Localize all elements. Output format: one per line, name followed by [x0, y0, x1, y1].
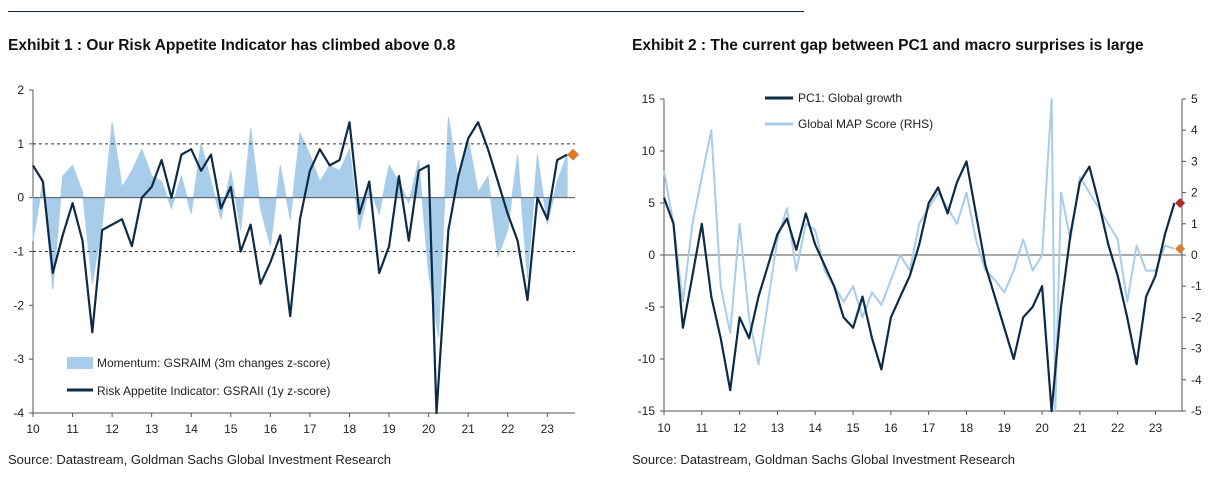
exhibit2-x-tick-label: 18 [960, 421, 974, 435]
exhibit2-right-tick-label: 0 [1191, 248, 1198, 262]
exhibit1-x-tick-label: 11 [66, 422, 79, 436]
exhibit1-x-tick-label: 18 [343, 422, 357, 436]
exhibit2-x-tick-label: 14 [809, 421, 823, 435]
exhibit1-risk-appetite-line [32, 121, 568, 415]
exhibit2-map-score-line [663, 98, 1175, 412]
exhibit1-end-marker [567, 148, 580, 161]
exhibit1-legend-swatch-momentum [67, 357, 93, 369]
exhibit2-end-marker-right [1175, 243, 1186, 254]
exhibit1-y-tick-label: 0 [17, 191, 24, 205]
exhibit2-left-tick-label: 5 [648, 196, 655, 210]
exhibit2-x-tick-label: 15 [846, 421, 860, 435]
exhibit1-source: Source: Datastream, Goldman Sachs Global… [8, 452, 391, 467]
exhibit2-pc1-line [662, 160, 1176, 413]
exhibit2-x-tick-label: 20 [1035, 421, 1049, 435]
exhibit2-right-tick-label: 5 [1191, 92, 1198, 106]
exhibit1-y-tick-label: 2 [17, 83, 24, 97]
exhibit1-y-tick-label: -2 [13, 298, 24, 312]
top-rule [8, 11, 804, 12]
exhibit1-x-tick-label: 22 [501, 422, 515, 436]
exhibit2-right-tick-label: 2 [1191, 186, 1198, 200]
exhibit2-right-tick-label: -4 [1191, 373, 1202, 387]
exhibit2-right-tick-label: -2 [1191, 310, 1202, 324]
exhibit1-x-tick-label: 14 [185, 422, 199, 436]
exhibit2-source: Source: Datastream, Goldman Sachs Global… [632, 452, 1015, 467]
exhibit2-x-tick-label: 11 [696, 421, 709, 435]
exhibit2-x-tick-label: 19 [998, 421, 1012, 435]
exhibit1-y-tick-label: -1 [13, 245, 24, 259]
exhibit2-legend-pc1: PC1: Global growth [798, 91, 902, 105]
exhibit2-right-tick-label: -3 [1191, 342, 1202, 356]
exhibit1-x-tick-label: 17 [303, 422, 317, 436]
exhibit1-x-tick-label: 19 [382, 422, 396, 436]
exhibit2-left-tick-label: 10 [642, 144, 656, 158]
exhibit1-x-tick-label: 13 [145, 422, 159, 436]
exhibit1-x-tick-label: 23 [541, 422, 555, 436]
exhibit2-left-tick-label: 0 [648, 248, 655, 262]
exhibit2-end-marker-left [1175, 198, 1186, 208]
exhibit2-x-tick-label: 23 [1149, 421, 1163, 435]
exhibit2-right-tick-label: 4 [1191, 123, 1198, 137]
exhibit2-right-tick-label: -5 [1191, 404, 1202, 418]
exhibit1-x-tick-label: 12 [105, 422, 119, 436]
exhibit2-x-tick-label: 21 [1073, 421, 1087, 435]
exhibit2-left-tick-label: -15 [638, 404, 656, 418]
exhibit1-legend-momentum: Momentum: GSRAIM (3m changes z-score) [97, 356, 330, 370]
exhibit2-left-tick-label: -5 [644, 300, 655, 314]
exhibit1-x-tick-label: 10 [26, 422, 40, 436]
exhibit2-x-tick-label: 10 [657, 421, 671, 435]
exhibit1-legend-risk: Risk Appetite Indicator: GSRAII (1y z-sc… [97, 384, 330, 398]
exhibit2-x-tick-label: 17 [922, 421, 936, 435]
exhibit1-y-tick-label: -4 [13, 406, 24, 420]
exhibit1-title: Exhibit 1 : Our Risk Appetite Indicator … [8, 37, 456, 54]
exhibit1-x-tick-label: 16 [264, 422, 278, 436]
exhibit1-x-tick-label: 20 [422, 422, 436, 436]
exhibit2-right-tick-label: 3 [1191, 154, 1198, 168]
exhibit1-y-tick-label: -3 [13, 352, 24, 366]
exhibit1-x-tick-label: 21 [462, 422, 476, 436]
exhibit2-legend-map: Global MAP Score (RHS) [798, 117, 933, 131]
exhibit2-title: Exhibit 2 : The current gap between PC1 … [632, 37, 1144, 54]
exhibit2-left-tick-label: 15 [642, 92, 656, 106]
exhibit2-x-tick-label: 13 [771, 421, 785, 435]
exhibit1-x-tick-label: 15 [224, 422, 238, 436]
exhibit2-x-tick-label: 22 [1111, 421, 1125, 435]
exhibit2-right-tick-label: 1 [1191, 217, 1198, 231]
exhibit2-x-tick-label: 16 [884, 421, 898, 435]
exhibit2-left-tick-label: -10 [638, 352, 656, 366]
exhibit2-x-tick-label: 12 [733, 421, 747, 435]
exhibit1-y-tick-label: 1 [17, 137, 24, 151]
exhibit2-right-tick-label: -1 [1191, 279, 1202, 293]
